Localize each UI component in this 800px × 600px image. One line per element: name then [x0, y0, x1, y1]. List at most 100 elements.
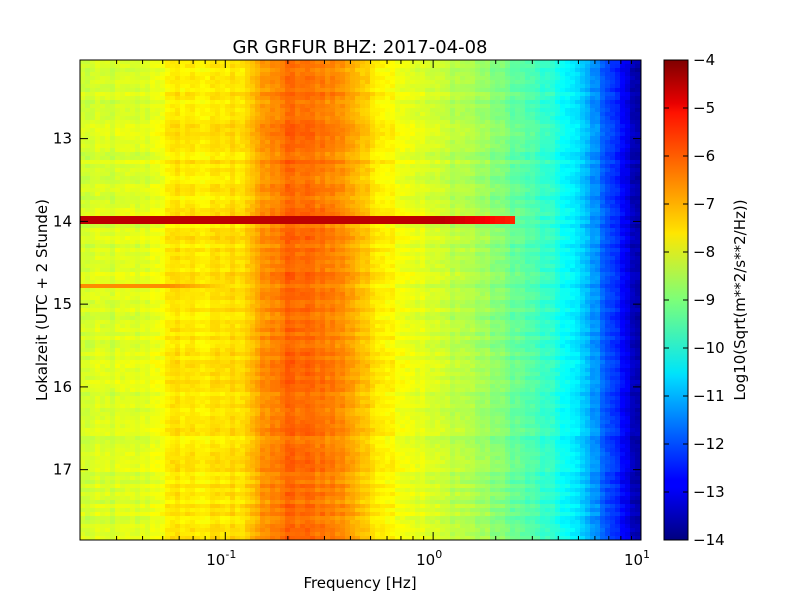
heatmap-cell [345, 120, 351, 125]
heatmap-cell [255, 80, 261, 85]
heatmap-cell [195, 160, 201, 165]
heatmap-cell [625, 68, 631, 73]
heatmap-cell [345, 64, 351, 69]
heatmap-cell [135, 208, 141, 213]
heatmap-cell [175, 160, 181, 165]
heatmap-cell [320, 196, 326, 201]
heatmap-cell [415, 164, 421, 169]
heatmap-cell [475, 224, 481, 229]
heatmap-cell [430, 208, 436, 213]
heatmap-cell [325, 156, 331, 161]
heatmap-cell [415, 116, 421, 121]
heatmap-cell [550, 140, 556, 145]
heatmap-cell [315, 176, 321, 181]
heatmap-cell [540, 96, 546, 101]
heatmap-cell [510, 92, 516, 97]
heatmap-cell [270, 208, 276, 213]
heatmap-cell [165, 152, 171, 157]
heatmap-cell [415, 88, 421, 93]
heatmap-cell [150, 228, 156, 233]
heatmap-cell [635, 168, 641, 173]
heatmap-cell [80, 60, 86, 65]
heatmap-cell [350, 76, 356, 81]
heatmap-cell [100, 144, 106, 149]
heatmap-cell [165, 180, 171, 185]
heatmap-cell [555, 132, 561, 137]
heatmap-cell [440, 168, 446, 173]
heatmap-cell [325, 120, 331, 125]
heatmap-cell [425, 108, 431, 113]
heatmap-cell [560, 168, 566, 173]
heatmap-cell [380, 76, 386, 81]
heatmap-cell [585, 172, 591, 177]
heatmap-cell [570, 108, 576, 113]
heatmap-cell [365, 200, 371, 205]
heatmap-cell [630, 168, 636, 173]
heatmap-cell [540, 184, 546, 189]
heatmap-cell [345, 128, 351, 133]
heatmap-cell [310, 128, 316, 133]
heatmap-cell [105, 144, 111, 149]
heatmap-cell [425, 116, 431, 121]
heatmap-cell [140, 96, 146, 101]
heatmap-cell [600, 176, 606, 181]
heatmap-cell [435, 88, 441, 93]
heatmap-cell [165, 200, 171, 205]
heatmap-cell [380, 204, 386, 209]
heatmap-cell [360, 228, 366, 233]
heatmap-cell [360, 80, 366, 85]
heatmap-cell [140, 224, 146, 229]
heatmap-cell [300, 64, 306, 69]
heatmap-cell [205, 148, 211, 153]
heatmap-cell [170, 124, 176, 129]
heatmap-cell [475, 156, 481, 161]
heatmap-cell [430, 168, 436, 173]
heatmap-cell [400, 124, 406, 129]
heatmap-cell [415, 196, 421, 201]
heatmap-cell [260, 96, 266, 101]
heatmap-cell [415, 100, 421, 105]
heatmap-cell [450, 192, 456, 197]
heatmap-cell [345, 212, 351, 217]
heatmap-cell [530, 208, 536, 213]
heatmap-cell [80, 164, 86, 169]
heatmap-cell [320, 208, 326, 213]
heatmap-cell [520, 176, 526, 181]
heatmap-cell [515, 104, 521, 109]
heatmap-cell [135, 164, 141, 169]
heatmap-cell [235, 208, 241, 213]
heatmap-cell [465, 200, 471, 205]
heatmap-cell [375, 228, 381, 233]
heatmap-cell [195, 60, 201, 65]
heatmap-cell [230, 80, 236, 85]
heatmap-cell [200, 228, 206, 233]
heatmap-cell [460, 164, 466, 169]
heatmap-cell [545, 212, 551, 217]
heatmap-cell [250, 100, 256, 105]
heatmap-cell [225, 104, 231, 109]
heatmap-cell [370, 160, 376, 165]
heatmap-cell [445, 180, 451, 185]
heatmap-cell [625, 76, 631, 81]
heatmap-cell [185, 176, 191, 181]
heatmap-cell [200, 160, 206, 165]
heatmap-cell [115, 176, 121, 181]
heatmap-cell [380, 192, 386, 197]
heatmap-cell [530, 148, 536, 153]
heatmap-cell [355, 176, 361, 181]
heatmap-cell [330, 156, 336, 161]
heatmap-cell [125, 200, 131, 205]
heatmap-cell [270, 224, 276, 229]
heatmap-cell [635, 216, 641, 221]
heatmap-cell [495, 152, 501, 157]
heatmap-cell [590, 100, 596, 105]
heatmap-cell [255, 64, 261, 69]
heatmap-cell [310, 204, 316, 209]
heatmap-cell [435, 164, 441, 169]
heatmap-cell [585, 192, 591, 197]
heatmap-cell [600, 108, 606, 113]
heatmap-cell [325, 108, 331, 113]
heatmap-cell [525, 76, 531, 81]
heatmap-cell [460, 152, 466, 157]
heatmap-cell [140, 116, 146, 121]
